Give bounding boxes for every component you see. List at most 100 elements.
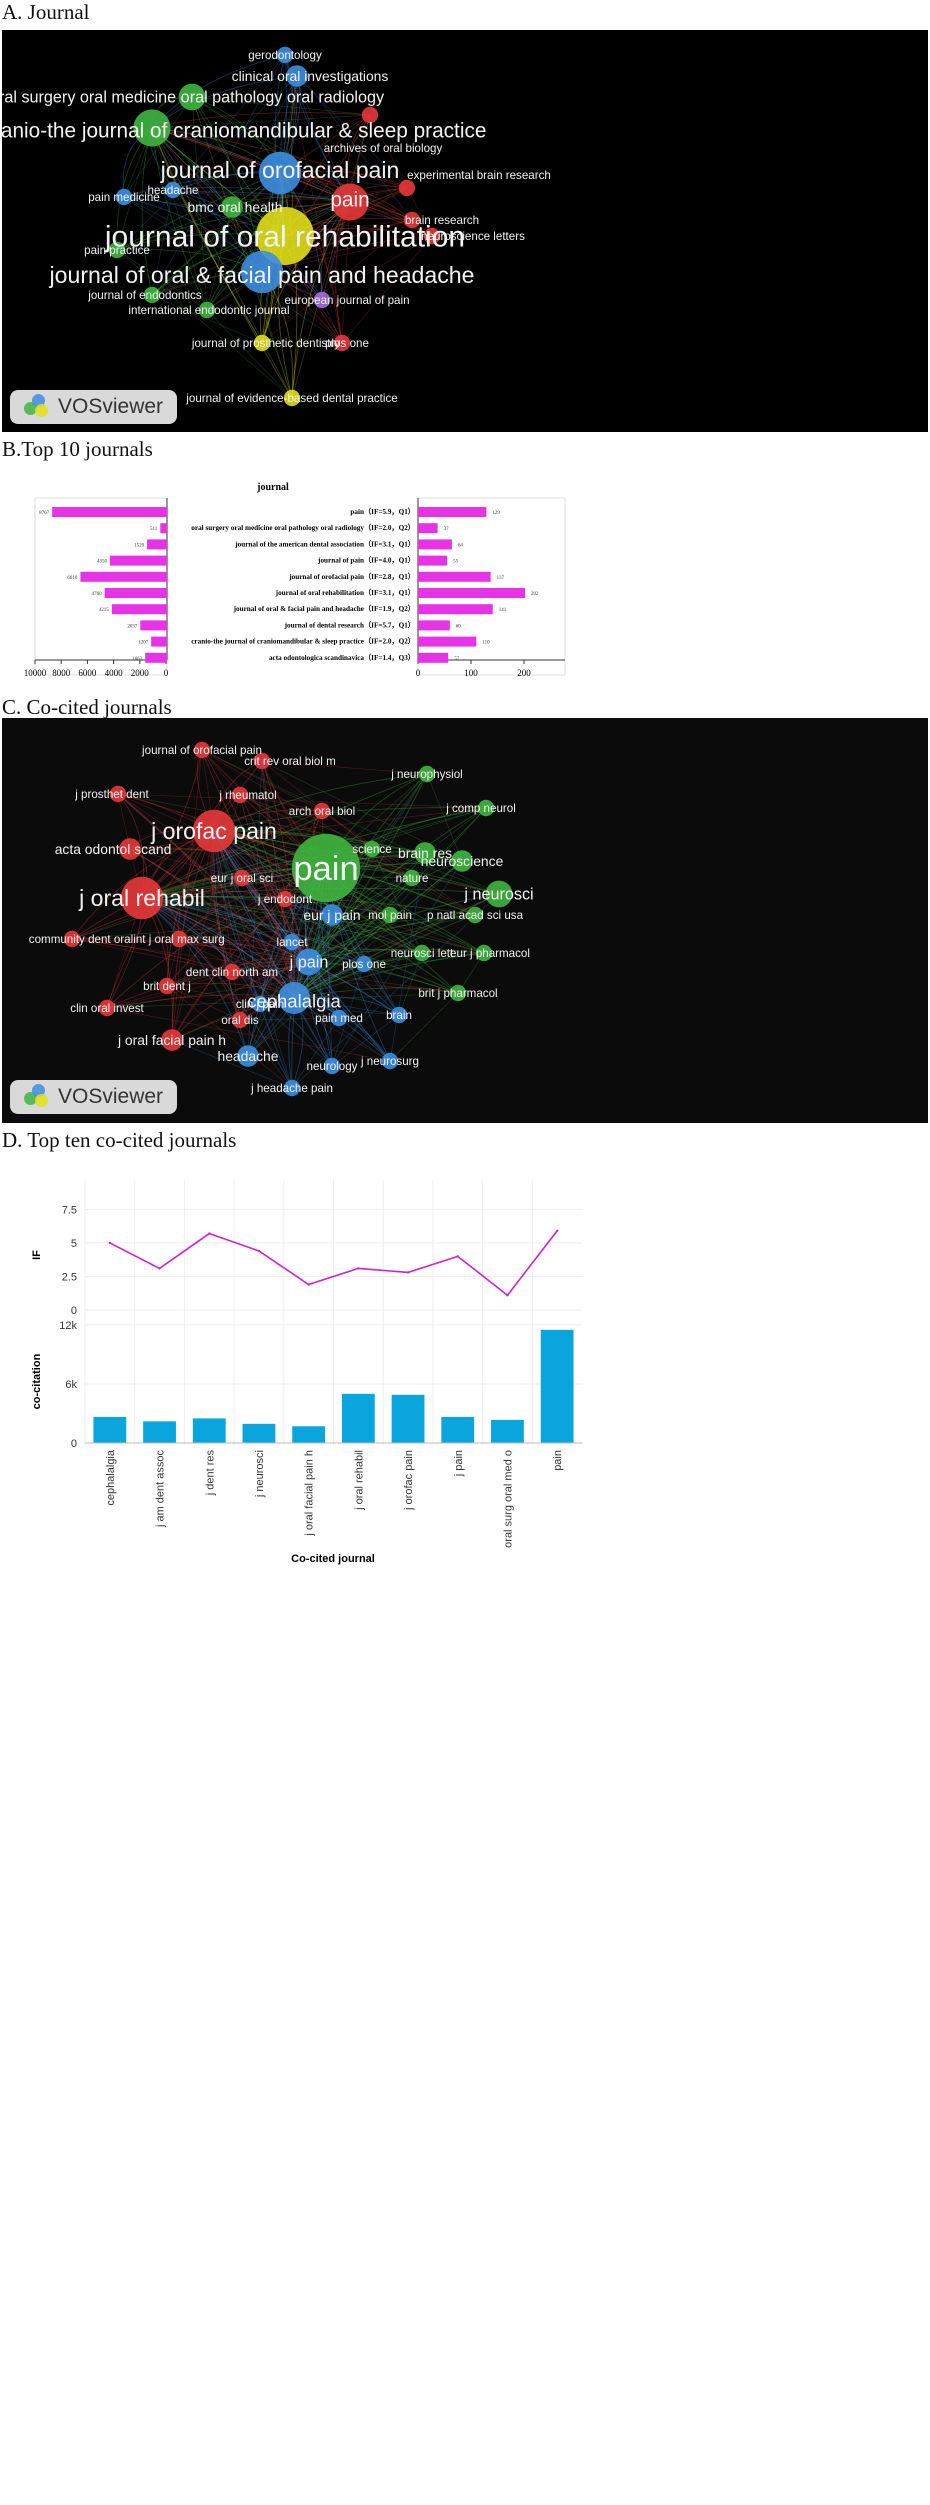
net-a-edge — [151, 189, 174, 296]
net-c-label-j-oral-facial-pain-h: j oral facial pain h — [117, 1032, 226, 1048]
chart-b-right-value: 129 — [492, 511, 500, 516]
chart-b-left-tick-label: 6000 — [78, 668, 97, 678]
net-a-node-neuroscience-letters — [423, 227, 441, 245]
net-a-edge — [296, 75, 351, 203]
net-a-edge — [296, 75, 408, 189]
net-c-label-clin-oral-invest: clin oral invest — [70, 1002, 144, 1015]
net-c-edge — [171, 830, 215, 1041]
net-c-edge — [293, 893, 500, 999]
net-a-edge — [341, 235, 433, 344]
chart-d-if-point — [158, 1267, 161, 1270]
net-c-edge — [106, 961, 310, 1009]
chart-d-co-bar — [341, 1393, 375, 1443]
net-c-node-eur-j-oral-sci — [233, 869, 251, 887]
net-c-node-j-prosthet-dent — [109, 785, 127, 803]
net-a-edge — [231, 206, 293, 399]
top10-journals-svg: journal 10000 8000 6000 4000 2000 0 0 100 200 8767… — [24, 482, 566, 678]
chart-b-right-bar — [418, 588, 526, 598]
net-c-edge — [291, 893, 500, 1089]
chart-b-right-value: 202 — [531, 592, 539, 597]
net-a-edge — [191, 96, 433, 237]
net-c-label-p-natl-acad-sci-usa: p natl acad sci usa — [427, 909, 524, 922]
vosviewer-badge: VOSviewer — [10, 390, 178, 424]
net-c-edge — [178, 938, 293, 943]
net-c-edge — [166, 985, 241, 1021]
net-a-edge — [116, 249, 208, 311]
net-a-edge — [206, 206, 233, 311]
net-a-edge — [151, 127, 263, 273]
net-c-edge — [398, 952, 423, 1016]
vosviewer-label-c: VOSviewer — [58, 1085, 164, 1108]
net-a-label-pain-practice: pain practice — [84, 244, 150, 257]
net-c-label-acta-odontol-scand: acta odontol scand — [55, 841, 172, 857]
net-c-edge — [213, 830, 295, 999]
net-c-edge — [141, 897, 365, 965]
chart-b-left-value: 1207 — [138, 641, 149, 646]
net-c-edge — [201, 749, 295, 999]
chart-b-category-label: journal of oral & facial pain and headac… — [233, 604, 415, 613]
chart-d-co-bar — [242, 1423, 276, 1443]
net-c-node-journal-of-orofacial-pain — [193, 741, 211, 759]
net-a-edge — [151, 127, 208, 311]
chart-b-left-value: 4215 — [99, 608, 110, 613]
net-c-node-j-neurophysiol — [418, 765, 436, 783]
net-a-edge — [206, 309, 293, 399]
net-c-label-brit-dent-j: brit dent j — [143, 980, 191, 993]
net-c-edge — [141, 896, 391, 916]
chart-b-left-value: 1520 — [134, 543, 145, 548]
net-c-label-j-prosthet-dent: j prosthet dent — [74, 788, 149, 801]
net-c-edge — [239, 941, 293, 1021]
chart-b-left-bar — [80, 571, 167, 582]
net-a-edge — [151, 112, 371, 129]
net-a-node-oral-surgery-oral-medicine-oral-pathology-oral-radiology — [178, 83, 206, 111]
net-a-label-oral-surgery-oral-medicine-oral-pathology-oral-radiology: oral surgery oral medicine oral patholog… — [2, 89, 385, 107]
net-c-edge — [141, 897, 293, 1089]
net-c-edge — [293, 860, 463, 999]
net-c-edge — [213, 830, 340, 1019]
net-c-edge — [331, 914, 423, 954]
net-c-edge — [201, 749, 241, 796]
net-a-label-gerodontology: gerodontology — [248, 49, 322, 62]
net-c-edge — [293, 914, 476, 999]
net-c-edge — [308, 807, 487, 963]
chart-b-right-value: 110 — [482, 641, 490, 646]
chart-b-right-bar — [418, 523, 438, 534]
chart-b-left-bar — [151, 636, 167, 647]
chart-b-right-bar — [418, 507, 487, 517]
net-a-label-plos-one: plos one — [325, 337, 369, 350]
panel-d-label: D. Top ten co-cited journals — [2, 1128, 237, 1152]
net-a-node-plos-one — [333, 334, 351, 352]
net-a-node-gerodontology — [276, 46, 294, 64]
net-a-label-brain-research: brain research — [405, 214, 479, 227]
net-c-edge — [213, 773, 428, 832]
net-a-label-journal-of-prosthetic-dentistry: journal of prosthetic dentistry — [191, 337, 340, 350]
vosviewer-label: VOSviewer — [58, 395, 164, 418]
net-c-label-j-comp-neurol: j comp neurol — [445, 802, 516, 815]
net-c-label-eur-j-pharmacol: eur j pharmacol — [450, 947, 530, 960]
chart-d-if-tick: 5 — [71, 1238, 77, 1250]
net-c-edges — [71, 749, 500, 1089]
net-a-edge — [284, 54, 413, 221]
net-a-edge — [191, 96, 371, 116]
chart-b-left-value: 8767 — [39, 511, 50, 516]
net-c-edge — [293, 997, 400, 1016]
net-c-edge — [331, 860, 463, 1067]
net-c-label-arch-oral-biol: arch oral biol — [289, 805, 355, 818]
panel-c-label: C. Co-cited journals — [2, 695, 172, 719]
net-c-edge — [241, 807, 487, 879]
net-c-label-plos-one: plos one — [342, 958, 386, 971]
net-a-node-cranio-the-journal-of-craniomandibular-sleep-practice — [133, 109, 171, 147]
chart-b-right-bar — [418, 652, 449, 663]
net-c-edge — [291, 1017, 340, 1089]
net-a-label-journal-of-orofacial-pain: journal of orofacial pain — [160, 157, 400, 183]
net-c-node-eur-j-pain — [321, 904, 343, 926]
net-a-label-clinical-oral-investigations: clinical oral investigations — [232, 68, 389, 84]
net-a-edge — [123, 196, 323, 301]
net-c-edge — [259, 1003, 333, 1067]
net-c-edge — [389, 914, 485, 954]
net-c-edge — [284, 898, 423, 954]
net-c-label-j-oral-rehabil: j oral rehabil — [78, 885, 205, 911]
chart-d-category-label: j am dent assoc — [155, 1450, 167, 1529]
net-a-label-cranio-the-journal-of-craniomandibular-sleep-practice: cranio-the journal of craniomandibular &… — [2, 119, 486, 142]
chart-b-left-bar — [145, 652, 167, 663]
